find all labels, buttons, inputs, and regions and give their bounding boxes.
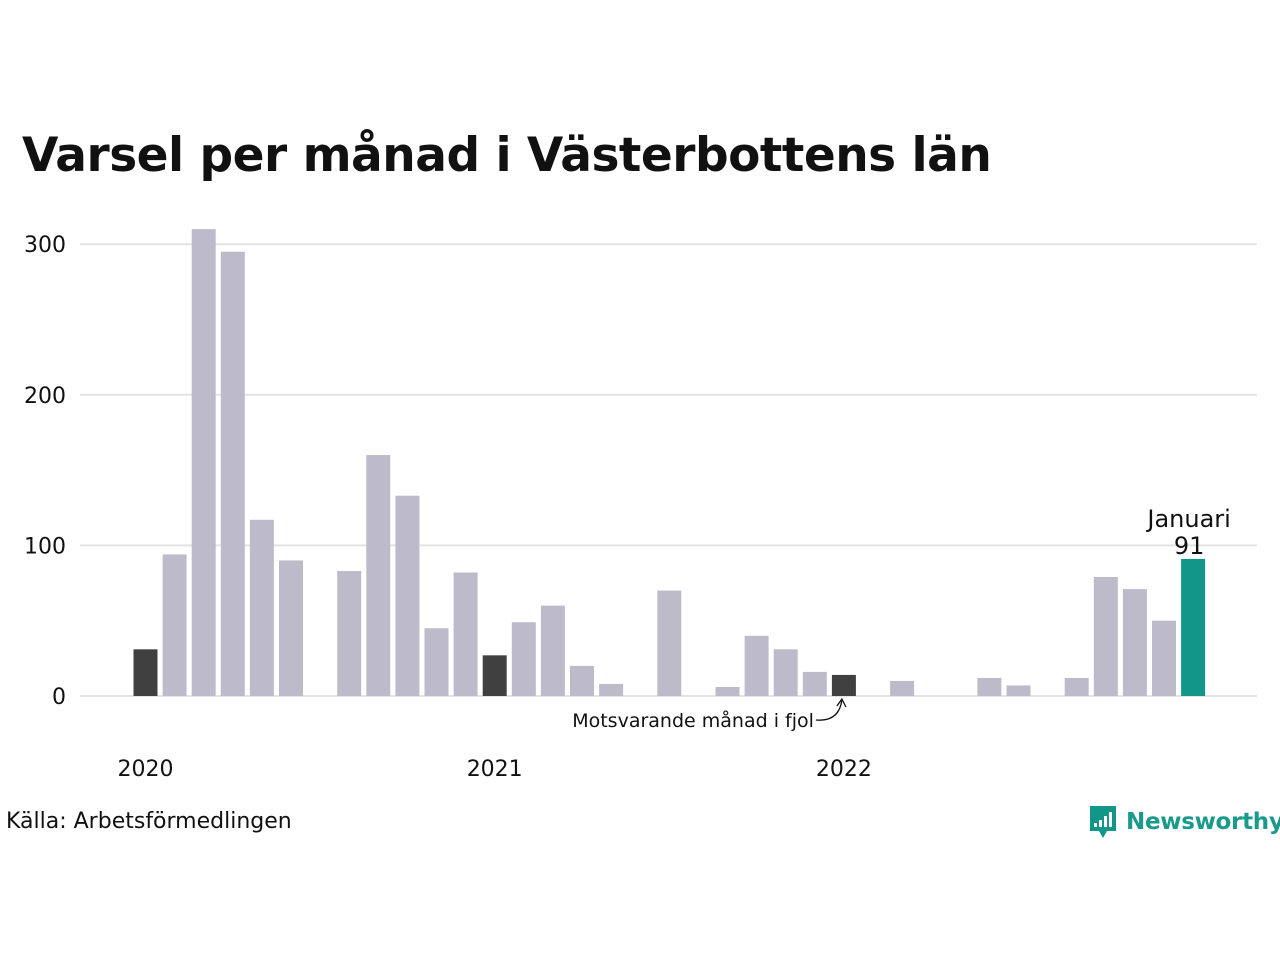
x-tick-label: 2020: [118, 757, 174, 782]
bar-2022-07: [1006, 685, 1031, 696]
bar-2021-02: [511, 622, 536, 696]
bar-2022-03: [890, 680, 915, 696]
bar-2021-12: [802, 671, 827, 696]
bar-2022-01: [831, 674, 856, 696]
annotation-arrow: [815, 699, 843, 721]
bar-2020-02: [162, 554, 187, 696]
bar-2021-05: [599, 683, 624, 696]
newsworthy-logo-icon: [1090, 806, 1116, 838]
highlight-month-label: Januari: [1145, 505, 1230, 533]
y-axis-ticks: 0 100 200 300: [24, 233, 66, 710]
bar-2021-09: [715, 686, 740, 696]
bar-2022-11: [1122, 589, 1147, 696]
bar-2021-11: [773, 649, 798, 696]
annotation-arrowhead: [836, 697, 847, 708]
bar-2020-12: [453, 572, 478, 696]
x-tick-label: 2022: [816, 757, 872, 782]
y-tick-label: 300: [24, 233, 66, 258]
bar-2020-03: [191, 229, 216, 696]
bar-2022-10: [1093, 577, 1118, 696]
source-note: Källa: Arbetsförmedlingen: [6, 809, 292, 834]
comparison-annotation: Motsvarande månad i fjol: [572, 709, 814, 732]
bar-2022-09: [1064, 677, 1089, 696]
gridlines: [80, 243, 1257, 697]
x-axis-ticks: 2020 2021 2022: [118, 757, 872, 782]
bar-2020-04: [220, 251, 245, 697]
brand-name: Newsworthy: [1126, 809, 1280, 835]
y-tick-label: 0: [52, 685, 66, 710]
bar-2020-05: [249, 519, 274, 696]
bar-2022-12: [1152, 620, 1176, 696]
bar-2020-08: [337, 571, 362, 696]
bar-2020-01: [133, 649, 158, 696]
bar-2023-01: [1181, 558, 1206, 696]
bar-2021-04: [570, 665, 594, 696]
bar-2021-10: [744, 635, 769, 696]
bar-2021-01: [482, 655, 507, 696]
bar-2021-03: [540, 605, 565, 696]
chart-title: Varsel per månad i Västerbottens län: [22, 128, 992, 183]
bar-2020-06: [279, 560, 303, 696]
bar-2020-09: [366, 455, 391, 696]
highlight-value-label: 91: [1174, 532, 1205, 560]
y-tick-label: 100: [24, 534, 66, 559]
x-tick-label: 2021: [467, 757, 523, 782]
bars: [133, 229, 1206, 697]
bar-2020-11: [424, 628, 449, 696]
bar-2021-07: [657, 590, 682, 696]
bar-2020-10: [395, 495, 420, 696]
bar-2022-06: [977, 677, 1002, 696]
brand-logo: Newsworthy: [1088, 804, 1280, 840]
y-tick-label: 200: [24, 384, 66, 409]
